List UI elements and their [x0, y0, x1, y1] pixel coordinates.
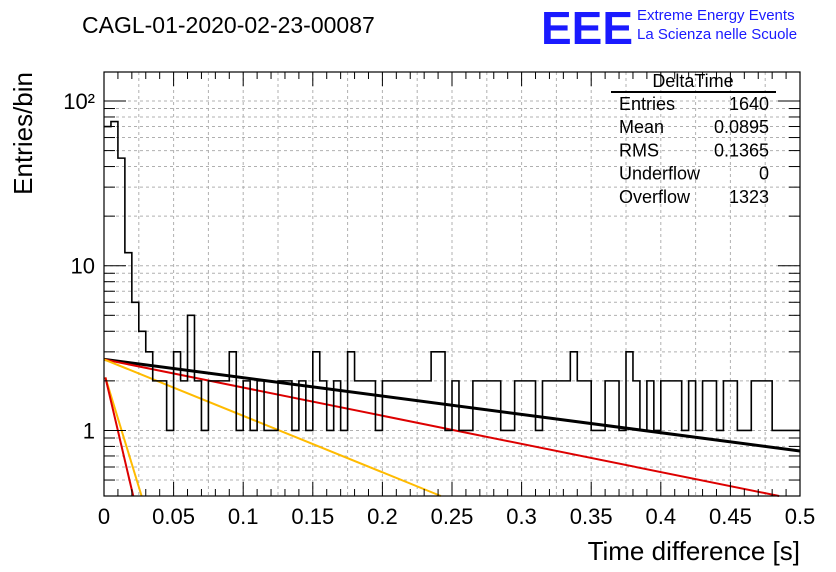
grid-lines [104, 72, 800, 496]
x-tick-label: 0.15 [291, 504, 334, 529]
stats-row-value: 1640 [729, 94, 769, 114]
stats-box: DeltaTime Entries 1640 Mean 0.0895 RMS 0.1365… [611, 71, 776, 207]
histogram-outline [104, 120, 800, 432]
chart-title: CAGL-01-2020-02-23-00087 [82, 12, 375, 38]
axes: 0 0.05 0.1 0.15 0.2 0.25 0.3 0.35 0.4 0.45 0.5 1 10 1… [63, 72, 815, 529]
stats-row-label: Entries [619, 94, 675, 114]
logo-line-2: La Scienza nelle Scuole [637, 26, 797, 43]
x-tick-label: 0.05 [152, 504, 195, 529]
logo-line-1: Extreme Energy Events [637, 7, 795, 24]
fit-line [103, 358, 780, 497]
stats-row-value: 1323 [729, 187, 769, 207]
y-tick-label: 10² [63, 89, 95, 114]
stats-row-label: Overflow [619, 187, 691, 207]
logo-mark: EEE [541, 2, 633, 54]
stats-row-value: 0.1365 [714, 140, 769, 160]
x-tick-label: 0.2 [367, 504, 398, 529]
x-tick-label: 0.25 [431, 504, 474, 529]
y-tick-label: 1 [83, 418, 95, 443]
fit-line [103, 358, 442, 497]
y-axis-title: Entries/bin [8, 72, 38, 195]
fit-line [104, 377, 135, 497]
eee-logo: EEE Extreme Energy Events La Scienza nel… [541, 2, 797, 54]
stats-title: DeltaTime [652, 71, 733, 91]
x-tick-label: 0 [98, 504, 110, 529]
x-axis-title: Time difference [s] [588, 536, 800, 566]
stats-row-value: 0 [759, 164, 769, 184]
histogram-bins [104, 120, 800, 432]
x-tick-label: 0.1 [228, 504, 259, 529]
stats-row-label: Mean [619, 117, 664, 137]
stats-row-label: RMS [619, 140, 659, 160]
x-tick-label: 0.35 [570, 504, 613, 529]
stats-row-value: 0.0895 [714, 117, 769, 137]
fit-line [104, 377, 143, 497]
x-tick-label: 0.3 [506, 504, 537, 529]
x-tick-label: 0.5 [785, 504, 816, 529]
x-tick-label: 0.4 [646, 504, 677, 529]
x-tick-label: 0.45 [709, 504, 752, 529]
y-tick-label: 10 [71, 254, 95, 279]
stats-row-label: Underflow [619, 164, 701, 184]
stats-rows: Entries 1640 Mean 0.0895 RMS 0.1365 Underflow 0… [619, 94, 769, 207]
